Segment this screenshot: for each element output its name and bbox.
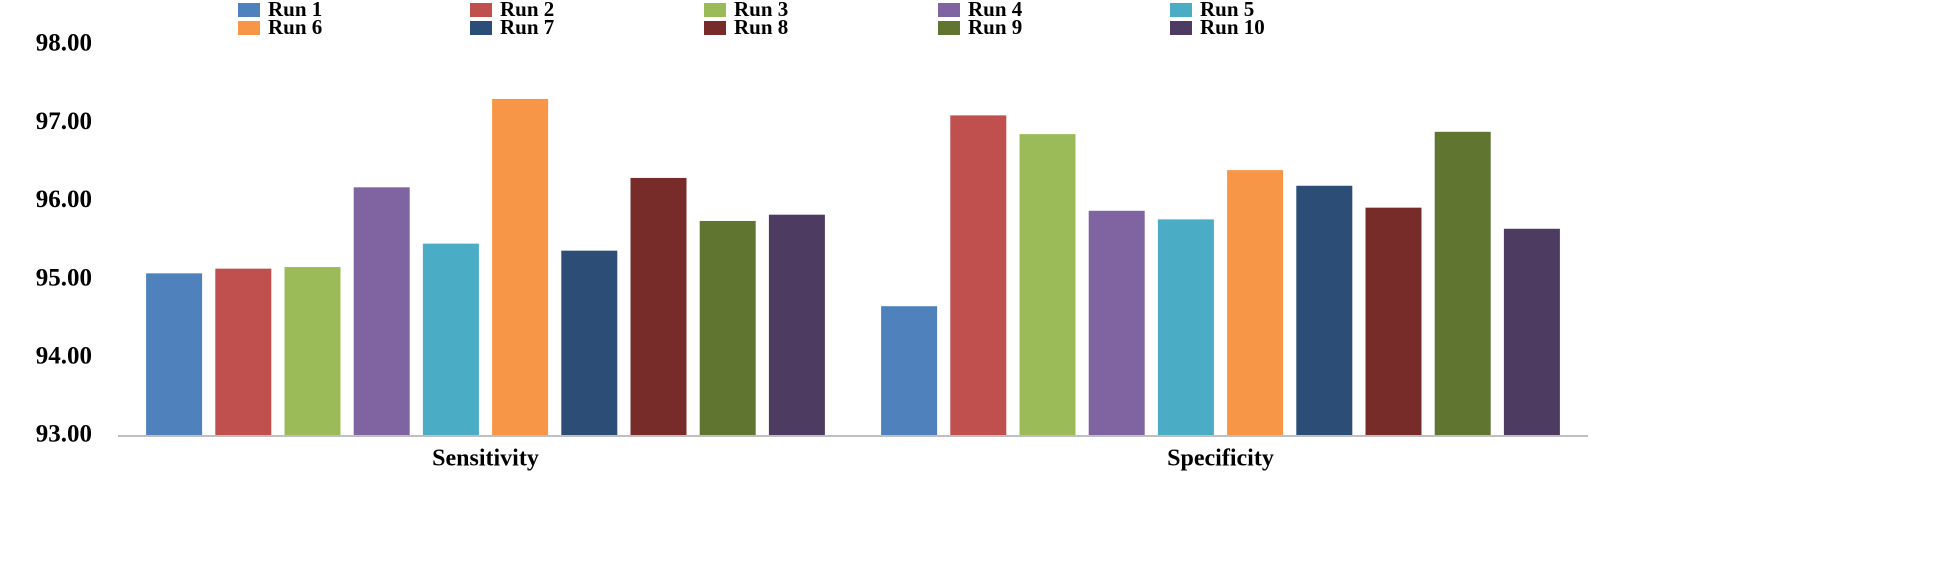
bar xyxy=(1296,185,1353,436)
legend-label: Run 6 xyxy=(268,15,322,39)
legend-swatch xyxy=(938,3,960,17)
x-tick-label: Sensitivity xyxy=(432,446,539,472)
legend-swatch xyxy=(238,3,260,17)
y-tick-label: 95.00 xyxy=(36,264,92,291)
legend-label: Run 7 xyxy=(500,15,554,39)
bar xyxy=(630,177,687,436)
legend-swatch xyxy=(938,21,960,35)
legend-swatch xyxy=(1170,3,1192,17)
bar xyxy=(422,243,479,436)
bar xyxy=(1365,207,1422,436)
legend-label: Run 10 xyxy=(1200,15,1265,39)
legend-label: Run 9 xyxy=(968,15,1022,39)
legend-label: Run 2 xyxy=(500,0,554,21)
legend-swatch xyxy=(704,21,726,35)
y-tick-label: 98.00 xyxy=(36,30,92,57)
bar xyxy=(699,220,756,436)
bar xyxy=(353,187,410,436)
legend-swatch xyxy=(470,21,492,35)
legend-swatch xyxy=(1170,21,1192,35)
legend-swatch xyxy=(470,3,492,17)
y-tick-label: 94.00 xyxy=(36,343,92,370)
bar xyxy=(1434,131,1491,436)
legend-label: Run 8 xyxy=(734,15,788,39)
bar xyxy=(1227,170,1284,436)
legend-swatch xyxy=(704,3,726,17)
legend-label: Run 4 xyxy=(968,0,1023,21)
legend-swatch xyxy=(238,21,260,35)
bar xyxy=(1088,210,1145,436)
legend-label: Run 1 xyxy=(268,0,322,21)
bar xyxy=(1019,134,1076,436)
legend-label: Run 3 xyxy=(734,0,788,21)
bar xyxy=(561,250,618,436)
bar xyxy=(950,115,1007,436)
legend-label: Run 5 xyxy=(1200,0,1254,21)
bar xyxy=(1503,228,1560,436)
bar xyxy=(492,98,549,436)
bar xyxy=(881,306,938,436)
x-tick-label: Specificity xyxy=(1167,446,1274,472)
y-tick-label: 93.00 xyxy=(36,421,92,448)
bar xyxy=(215,268,272,436)
bar xyxy=(146,273,203,436)
bar xyxy=(1157,219,1214,436)
y-tick-label: 96.00 xyxy=(36,186,92,213)
bar xyxy=(768,214,825,436)
bar xyxy=(284,267,341,436)
y-tick-label: 97.00 xyxy=(36,108,92,135)
